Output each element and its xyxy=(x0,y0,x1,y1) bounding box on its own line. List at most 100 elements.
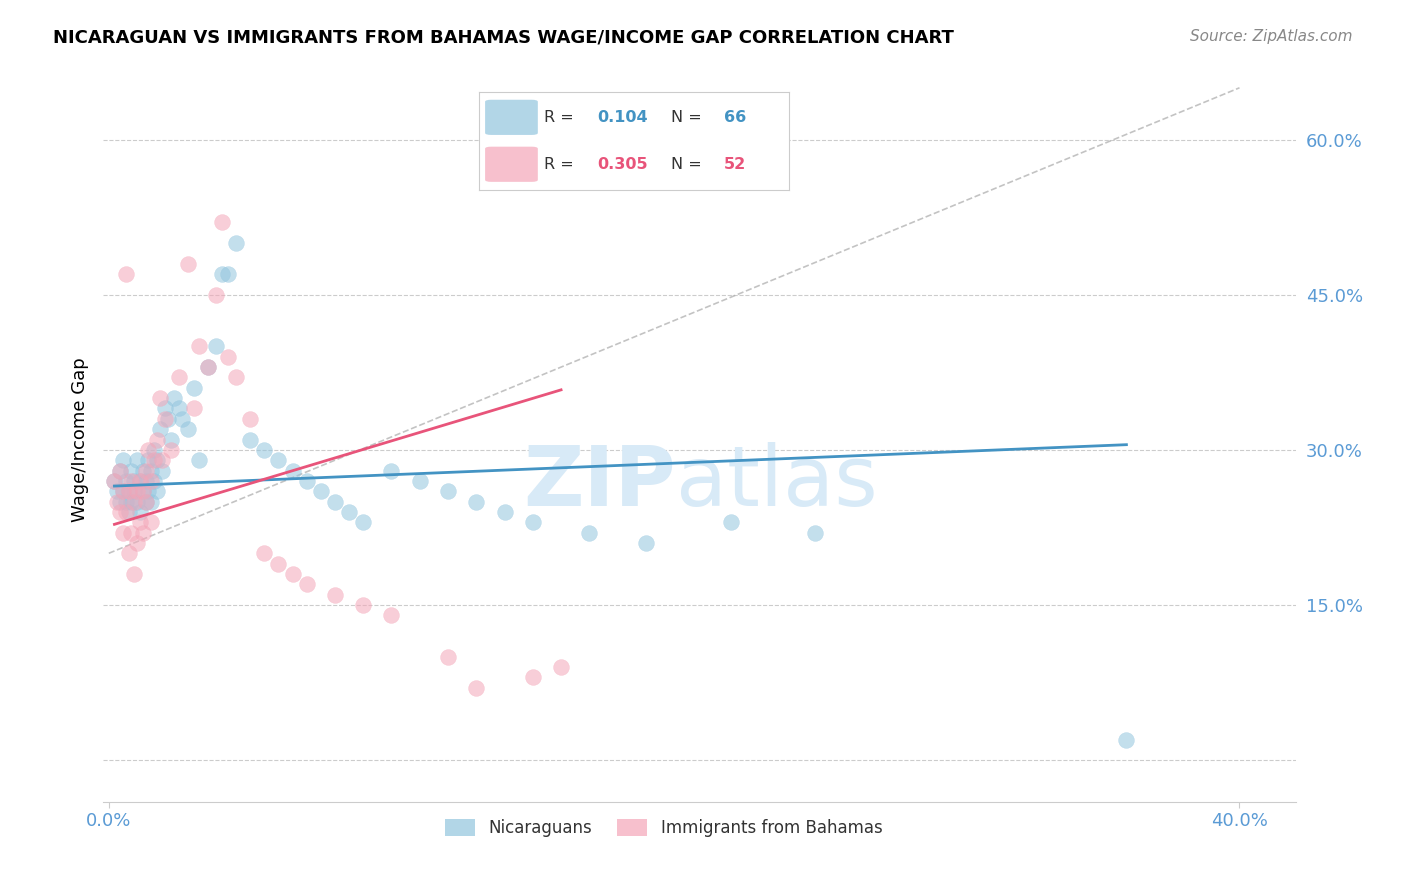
Point xyxy=(138,453,160,467)
Point xyxy=(149,391,172,405)
Text: atlas: atlas xyxy=(676,442,877,524)
Point xyxy=(131,525,153,540)
Point xyxy=(437,484,460,499)
Point xyxy=(122,484,145,499)
Point xyxy=(211,215,233,229)
Point xyxy=(120,525,142,540)
Point xyxy=(135,494,157,508)
Point xyxy=(143,453,166,467)
Point xyxy=(157,412,180,426)
Point xyxy=(217,267,239,281)
Point xyxy=(108,494,131,508)
Point xyxy=(380,608,402,623)
Point xyxy=(120,474,142,488)
Point xyxy=(465,494,488,508)
Point xyxy=(550,660,572,674)
Point xyxy=(117,505,139,519)
Point xyxy=(120,464,142,478)
Point xyxy=(494,505,516,519)
Point xyxy=(135,464,157,478)
Point xyxy=(295,577,318,591)
Point xyxy=(131,464,153,478)
Point xyxy=(163,391,186,405)
Point xyxy=(409,474,432,488)
Point xyxy=(128,505,150,519)
Point xyxy=(188,453,211,467)
Point xyxy=(465,681,488,695)
Point xyxy=(352,515,374,529)
Point xyxy=(114,505,136,519)
Point xyxy=(111,484,134,499)
Point xyxy=(146,453,169,467)
Point xyxy=(183,401,205,416)
Point xyxy=(160,442,183,457)
Point xyxy=(135,494,157,508)
Point xyxy=(267,453,290,467)
Point xyxy=(172,412,194,426)
Point xyxy=(634,536,657,550)
Point xyxy=(122,566,145,581)
Point xyxy=(120,494,142,508)
Point xyxy=(211,267,233,281)
Point xyxy=(105,484,128,499)
Point xyxy=(114,474,136,488)
Point xyxy=(131,484,153,499)
Point xyxy=(380,464,402,478)
Point xyxy=(135,474,157,488)
Point xyxy=(111,525,134,540)
Point xyxy=(117,546,139,560)
Point xyxy=(197,360,219,375)
Point xyxy=(578,525,600,540)
Point xyxy=(122,494,145,508)
Point xyxy=(125,494,148,508)
Point xyxy=(225,370,247,384)
Point xyxy=(177,257,200,271)
Point xyxy=(141,474,163,488)
Point xyxy=(146,433,169,447)
Point xyxy=(169,370,191,384)
Point xyxy=(197,360,219,375)
Point xyxy=(323,588,346,602)
Point xyxy=(111,484,134,499)
Point xyxy=(804,525,827,540)
Point xyxy=(155,412,177,426)
Point xyxy=(267,557,290,571)
Point xyxy=(143,474,166,488)
Point xyxy=(105,494,128,508)
Point xyxy=(103,474,125,488)
Point xyxy=(155,401,177,416)
Point xyxy=(169,401,191,416)
Point xyxy=(183,381,205,395)
Point xyxy=(125,536,148,550)
Point xyxy=(253,442,276,457)
Point xyxy=(143,442,166,457)
Point xyxy=(225,235,247,250)
Point xyxy=(128,515,150,529)
Point xyxy=(108,464,131,478)
Point xyxy=(281,464,304,478)
Point xyxy=(205,339,228,353)
Point xyxy=(149,422,172,436)
Point xyxy=(437,649,460,664)
Text: Source: ZipAtlas.com: Source: ZipAtlas.com xyxy=(1189,29,1353,44)
Point xyxy=(152,464,174,478)
Point xyxy=(138,484,160,499)
Point xyxy=(146,484,169,499)
Point xyxy=(295,474,318,488)
Point xyxy=(352,598,374,612)
Point xyxy=(337,505,360,519)
Point xyxy=(177,422,200,436)
Point xyxy=(128,474,150,488)
Point xyxy=(114,267,136,281)
Point xyxy=(152,453,174,467)
Point xyxy=(239,412,262,426)
Point xyxy=(188,339,211,353)
Point xyxy=(205,287,228,301)
Point xyxy=(117,484,139,499)
Point xyxy=(128,474,150,488)
Point xyxy=(103,474,125,488)
Point xyxy=(131,484,153,499)
Point xyxy=(108,505,131,519)
Point xyxy=(160,433,183,447)
Point xyxy=(309,484,332,499)
